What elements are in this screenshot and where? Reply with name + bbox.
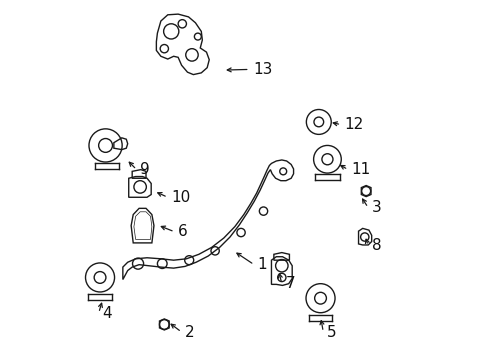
Text: 9: 9 bbox=[140, 162, 150, 177]
Text: 4: 4 bbox=[102, 306, 112, 320]
Text: 5: 5 bbox=[326, 325, 336, 339]
Text: 8: 8 bbox=[371, 238, 381, 253]
Text: 13: 13 bbox=[253, 62, 272, 77]
Text: 11: 11 bbox=[351, 162, 370, 177]
Text: 1: 1 bbox=[257, 257, 267, 272]
Text: 6: 6 bbox=[178, 224, 187, 239]
Text: 2: 2 bbox=[184, 325, 194, 339]
Text: 12: 12 bbox=[344, 117, 363, 132]
Text: 7: 7 bbox=[285, 276, 294, 291]
Text: 10: 10 bbox=[171, 190, 190, 205]
Text: 3: 3 bbox=[371, 200, 381, 215]
